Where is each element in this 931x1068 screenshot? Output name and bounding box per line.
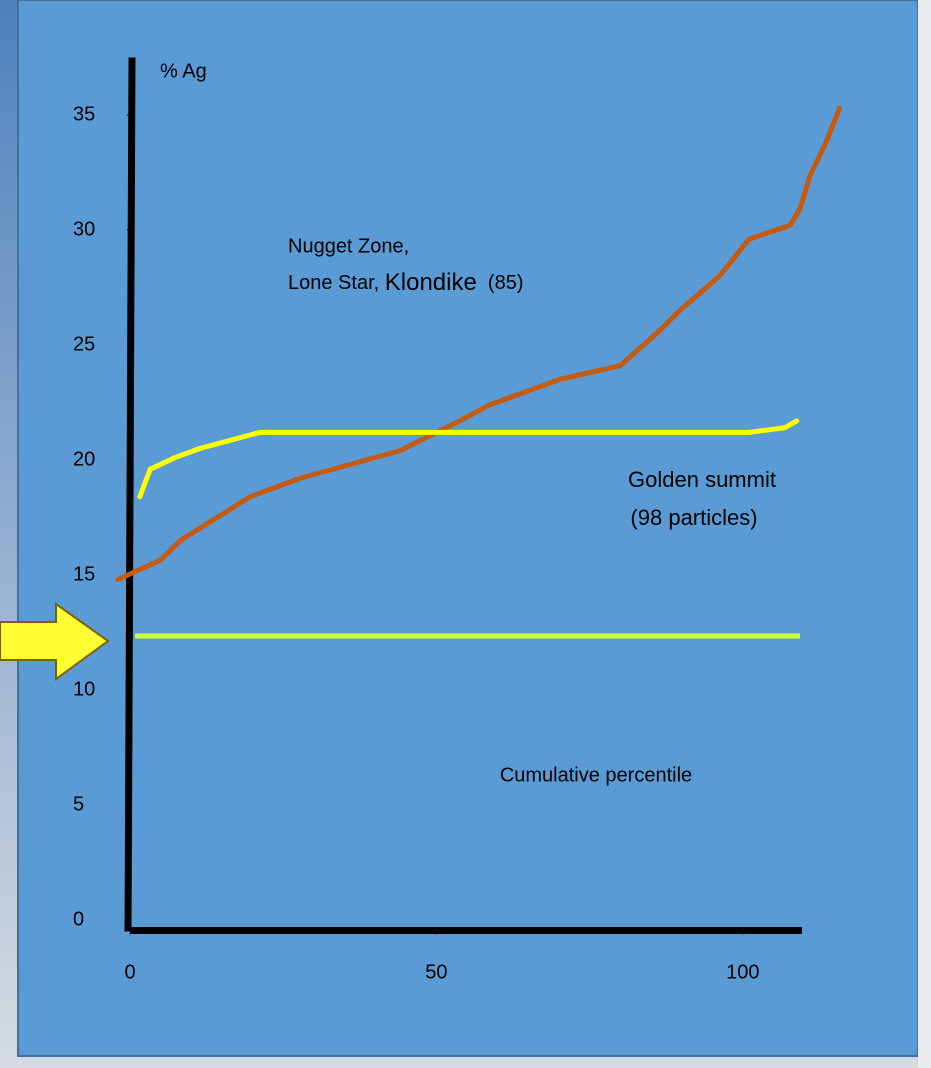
annotation: Golden summit bbox=[628, 467, 776, 492]
y-axis-label: % Ag bbox=[160, 60, 207, 82]
annotation: Lone Star, Klondike (85) bbox=[288, 269, 524, 296]
annotation: Lone Star, bbox=[288, 272, 385, 294]
annotation: (85) bbox=[477, 272, 524, 294]
x-tick-label: 50 bbox=[425, 961, 447, 983]
y-tick-label: 10 bbox=[73, 678, 95, 700]
annotation: (98 particles) bbox=[630, 505, 757, 530]
margin bbox=[918, 0, 931, 1068]
panel bbox=[17, 0, 919, 1057]
x-axis-label: Cumulative percentile bbox=[500, 764, 692, 786]
y-tick-label: 35 bbox=[73, 103, 95, 125]
y-tick-label: 15 bbox=[73, 563, 95, 585]
annotation: Nugget Zone, bbox=[288, 235, 409, 257]
y-axis bbox=[124, 57, 136, 932]
y-tick-label: 0 bbox=[73, 908, 84, 930]
y-tick-label: 5 bbox=[73, 793, 84, 815]
series-line bbox=[115, 105, 843, 583]
x-tick-label: 0 bbox=[124, 961, 135, 983]
y-tick-label: 25 bbox=[73, 333, 95, 355]
series-line bbox=[137, 418, 800, 500]
y-tick-label: 30 bbox=[73, 218, 95, 240]
arrow bbox=[0, 602, 110, 681]
y-tick-label: 20 bbox=[73, 448, 95, 470]
annotation: Klondike bbox=[385, 269, 477, 296]
x-tick-label: 100 bbox=[726, 961, 759, 983]
